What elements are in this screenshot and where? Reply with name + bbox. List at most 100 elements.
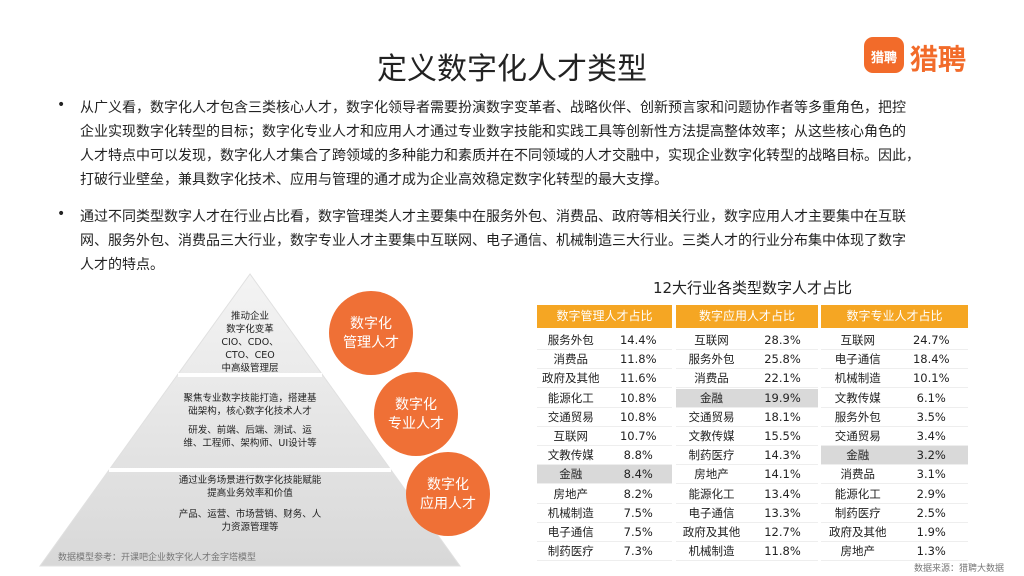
pyramid [39, 273, 461, 567]
pyramid-text: 数字化变革 [226, 324, 274, 335]
table-cell: 电子通信 [821, 350, 895, 370]
table-cell: 8.8% [604, 446, 672, 466]
pyramid-text: 力资源管理等 [221, 522, 279, 533]
bullet-line: 通过不同类型数字人才在行业占比看，数字管理类人才主要集中在服务外包、消费品、政府… [80, 209, 906, 225]
table-cell: 1.3% [894, 542, 968, 562]
table-cell: 14.3% [747, 446, 818, 466]
table-cell: 3.1% [894, 465, 968, 485]
table-cell: 电子通信 [676, 504, 747, 523]
table-cell: 互联网 [676, 331, 747, 350]
table-cell: 政府及其他 [537, 369, 605, 389]
pyramid-text: CIO、CDO、 [221, 337, 279, 348]
pyramid-text: 中高级管理层 [221, 363, 279, 374]
table-cell: 服务外包 [821, 408, 895, 427]
title: 定义数字化人才类型 [377, 52, 647, 87]
table-cell: 10.8% [604, 408, 672, 427]
table-cell: 互联网 [537, 427, 605, 446]
table-cell: 服务外包 [537, 331, 605, 350]
table-cell: 房地产 [821, 542, 895, 562]
table-cell: 3.2% [894, 446, 968, 466]
table-cell: 10.8% [604, 389, 672, 408]
bullet-line: 人才特点中可以发现，数字化人才集合了跨领域的多种能力和素质并在不同领域的人才交融… [80, 148, 920, 164]
table-header: 数字管理人才占比 [537, 305, 672, 328]
footer-source: 数据来源：猎聘大数据 [913, 564, 1004, 574]
bullet-line: 网、服务外包、消费品三大行业，数字专业人才主要集中互联网、电子通信、机械制造三大… [80, 233, 906, 249]
table-cell: 1.9% [894, 523, 968, 542]
logo-icon [864, 37, 904, 73]
table-cell: 能源化工 [821, 485, 895, 504]
table-cell: 金融 [537, 465, 605, 485]
table-cell: 交通贸易 [821, 427, 895, 446]
table-cell: 28.3% [747, 331, 818, 350]
table-cell: 13.4% [747, 485, 818, 504]
table-cell: 消费品 [676, 369, 747, 389]
table-cell: 18.1% [747, 408, 818, 427]
table-cell: 15.5% [747, 427, 818, 446]
pyramid-text: 研发、前端、后端、测试、运 [188, 425, 312, 436]
table-cell: 交通贸易 [676, 408, 747, 427]
table-cell: 10.7% [604, 427, 672, 446]
table-cell: 7.5% [604, 504, 672, 523]
table-cell: 交通贸易 [537, 408, 605, 427]
table-cell: 能源化工 [676, 485, 747, 504]
table-cell: 文教传媒 [676, 427, 747, 446]
table-cell: 机械制造 [537, 504, 605, 523]
table-header: 数字应用人才占比 [676, 305, 818, 328]
bullet-dot: • [57, 206, 66, 222]
table-cell: 制药医疗 [537, 542, 605, 562]
table-cell: 制药医疗 [676, 446, 747, 466]
table-cell: 3.4% [894, 427, 968, 446]
footer-note: 数据模型参考：开课吧企业数字化人才金字塔模型 [58, 553, 257, 563]
logo-icon-text: 猎聘 [870, 51, 897, 66]
bullet-line: 从广义看，数字化人才包含三类核心人才，数字化领导者需要扮演数字变革者、战略伙伴、… [80, 100, 906, 116]
logo-text: 猎聘 [910, 43, 967, 76]
table-cell: 13.3% [747, 504, 818, 523]
table-cell: 18.4% [894, 350, 968, 370]
bullet-line: 人才的特点。 [80, 257, 164, 273]
table-cell: 政府及其他 [821, 523, 895, 542]
table-cell: 19.9% [747, 388, 818, 408]
circle-label: 数字化 [350, 316, 392, 332]
pyramid-text: CTO、CEO [225, 350, 275, 361]
pyramid-text: 聚焦专业数字技能打造，搭建基 [183, 393, 317, 404]
table-cell: 政府及其他 [676, 523, 747, 542]
table-cell: 25.8% [747, 350, 818, 370]
table-cell: 7.3% [604, 542, 672, 562]
table-cell: 2.9% [894, 485, 968, 504]
table-cell: 文教传媒 [537, 446, 605, 466]
circle-label: 数字化 [427, 477, 469, 493]
table-cell: 2.5% [894, 504, 968, 523]
table-cell: 22.1% [747, 369, 818, 389]
bullet-dot: • [57, 97, 66, 113]
table-cell: 6.1% [894, 389, 968, 408]
table-cell: 8.4% [604, 465, 672, 485]
pyramid-text: 维、工程师、架构师、UI设计等 [183, 438, 317, 449]
table-cell: 金融 [676, 388, 747, 408]
table-cell: 房地产 [537, 485, 605, 504]
table-cell: 14.4% [604, 331, 672, 350]
pyramid-text: 产品、运营、市场营销、财务、人 [178, 509, 322, 520]
pyramid-text: 提高业务效率和价值 [207, 488, 293, 499]
table-cell: 房地产 [676, 465, 747, 485]
table-cell: 8.2% [604, 485, 672, 504]
table-cell: 11.8% [747, 542, 818, 562]
circle-label: 管理人才 [343, 335, 399, 351]
circle [374, 372, 458, 456]
circle-label: 专业人才 [388, 416, 444, 432]
circle-label: 数字化 [395, 397, 437, 413]
table-cell: 24.7% [894, 331, 968, 350]
table-cell: 制药医疗 [821, 504, 895, 523]
table-cell: 金融 [821, 446, 895, 466]
circle-label: 应用人才 [420, 496, 476, 512]
table-cell: 服务外包 [676, 350, 747, 370]
table-cell: 3.5% [894, 408, 968, 427]
table-cell: 能源化工 [537, 389, 605, 408]
pyramid-text: 推动企业 [230, 311, 269, 322]
table-cell: 14.1% [747, 465, 818, 485]
table-cell: 10.1% [894, 369, 968, 389]
table-cell: 消费品 [537, 350, 605, 370]
table-cell: 11.8% [604, 350, 672, 370]
bullet-line: 企业实现数字化转型的目标；数字化专业人才和应用人才通过专业数字技能和实践工具等创… [80, 124, 906, 140]
